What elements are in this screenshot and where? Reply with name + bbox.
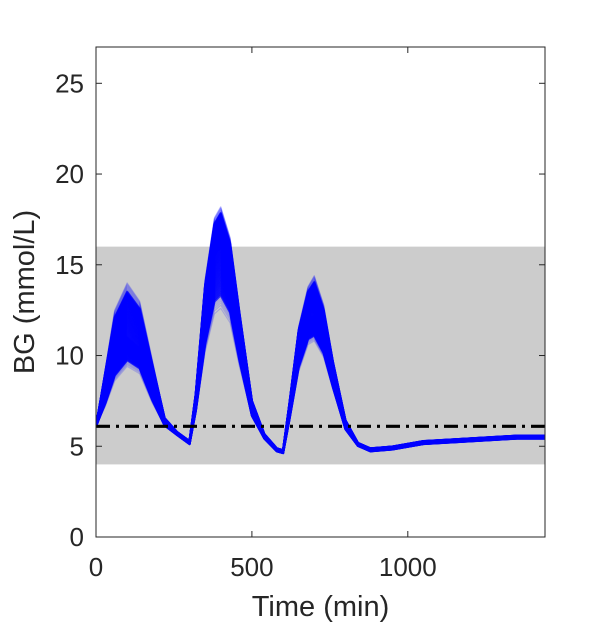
- x-tick-label: 500: [230, 552, 273, 582]
- glucose-trace: [96, 209, 545, 451]
- glucose-trace: [96, 208, 545, 451]
- glucose-trace: [96, 211, 545, 451]
- x-tick-label: 0: [89, 552, 103, 582]
- y-tick-label: 20: [55, 159, 84, 189]
- glucose-trace: [96, 206, 545, 451]
- axes-box: [95, 46, 546, 538]
- glucose-traces: [96, 206, 545, 455]
- glucose-trace: [96, 208, 545, 451]
- glucose-trace: [96, 210, 545, 451]
- y-tick-label: 25: [55, 68, 84, 98]
- glucose-trace: [96, 212, 545, 452]
- x-axis-label: Time (min): [252, 591, 389, 623]
- glucose-trace: [96, 206, 545, 451]
- y-tick-label: 5: [70, 431, 84, 461]
- x-tick-label: 1000: [379, 552, 437, 582]
- target-range-band: [96, 246, 545, 465]
- y-tick-label: 10: [55, 341, 84, 371]
- axis-ticks: 0 5 10 15 20 25 0 500 1000: [55, 47, 545, 582]
- y-axis-label: BG (mmol/L): [9, 210, 41, 374]
- glucose-trace: [96, 211, 545, 451]
- y-tick-label: 15: [55, 250, 84, 280]
- glucose-trace: [96, 207, 545, 451]
- glucose-trace: [96, 210, 545, 451]
- y-tick-label: 0: [70, 522, 84, 552]
